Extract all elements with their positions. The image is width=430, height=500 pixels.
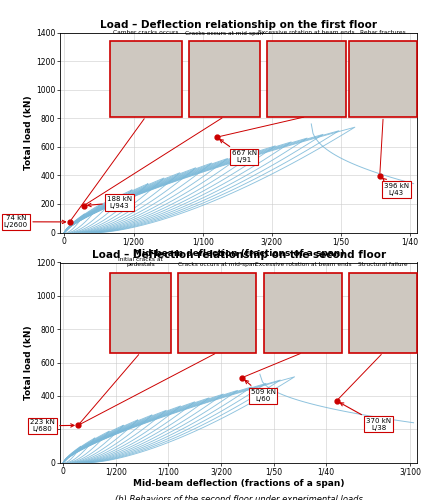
Text: 396 kN
L/43: 396 kN L/43: [383, 178, 409, 196]
Text: Rebar fractures: Rebar fractures: [360, 30, 406, 36]
Y-axis label: Total load (kN): Total load (kN): [24, 325, 33, 400]
Text: Cracks occurs at mid-span: Cracks occurs at mid-span: [185, 30, 264, 36]
Text: Initial cracks at
pedestals: Initial cracks at pedestals: [118, 256, 163, 268]
FancyBboxPatch shape: [178, 272, 256, 352]
FancyBboxPatch shape: [349, 40, 417, 117]
FancyBboxPatch shape: [267, 40, 346, 117]
Text: 509 kN
L/60: 509 kN L/60: [245, 380, 276, 402]
FancyBboxPatch shape: [189, 40, 260, 117]
Text: 667 kN
L/91: 667 kN L/91: [220, 140, 257, 164]
Text: Excessive rotation at beam ends: Excessive rotation at beam ends: [255, 262, 351, 268]
X-axis label: Mid-beam deflection (fractions of a span): Mid-beam deflection (fractions of a span…: [133, 479, 344, 488]
Text: Cracks occurs at mid-span: Cracks occurs at mid-span: [178, 262, 256, 268]
Text: Excessive rotation at beam ends: Excessive rotation at beam ends: [258, 30, 355, 36]
Text: 370 kN
L/38: 370 kN L/38: [340, 403, 391, 430]
FancyBboxPatch shape: [264, 272, 342, 352]
FancyBboxPatch shape: [110, 272, 171, 352]
Text: 223 kN
L/680: 223 kN L/680: [30, 420, 74, 432]
Text: (b) Behaviors of the second floor under experimental loads: (b) Behaviors of the second floor under …: [115, 494, 362, 500]
X-axis label: Mid-beam deflection (fractions of a span): Mid-beam deflection (fractions of a span…: [133, 249, 344, 258]
Text: Camber cracks occurs: Camber cracks occurs: [113, 30, 178, 36]
Text: Structural failure: Structural failure: [358, 262, 408, 268]
Title: Load – Deflection relationship on the second floor: Load – Deflection relationship on the se…: [92, 250, 386, 260]
Text: 74 kN
L/2600: 74 kN L/2600: [4, 216, 66, 228]
Y-axis label: Total load (kN): Total load (kN): [24, 95, 33, 170]
Title: Load – Deflection relationship on the first floor: Load – Deflection relationship on the fi…: [100, 20, 377, 30]
FancyBboxPatch shape: [110, 40, 181, 117]
Text: 188 kN
L/943: 188 kN L/943: [88, 196, 132, 209]
FancyBboxPatch shape: [349, 272, 417, 352]
Text: (a) Behaviors of the first floor under experimental loads: (a) Behaviors of the first floor under e…: [122, 264, 356, 274]
